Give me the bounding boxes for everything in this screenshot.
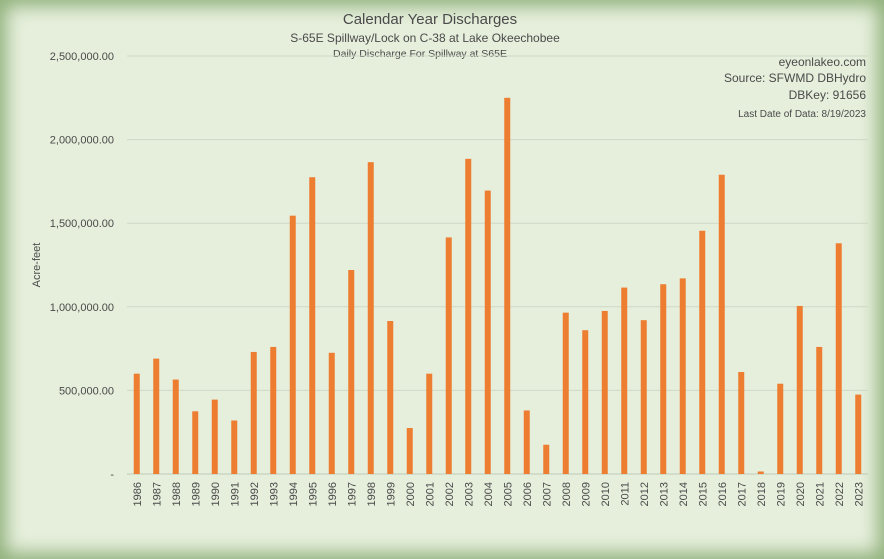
x-tick-label: 2006 (522, 482, 534, 506)
x-tick-label: 2013 (658, 482, 670, 506)
x-tick-label: 1987 (151, 482, 163, 506)
x-tick-label: 1986 (132, 482, 144, 506)
dbkey-annotation: DBKey: 91656 (789, 88, 867, 102)
x-tick-label: 2010 (600, 482, 612, 506)
y-axis-ticks: - 500,000.00 1,000,000.00 1,500,000.00 2,000… (50, 51, 115, 481)
y-tick-label: 2,500,000.00 (50, 51, 114, 63)
x-tick-label: 1992 (249, 482, 261, 506)
x-tick-label: 1993 (268, 482, 280, 506)
y-tick-label: 1,500,000.00 (50, 218, 114, 230)
bar-1990 (211, 399, 218, 474)
x-tick-label: 2005 (502, 482, 514, 506)
x-tick-label: 2008 (561, 482, 573, 506)
x-tick-label: 2012 (639, 482, 651, 506)
bar-1988 (172, 379, 179, 474)
bar-1997 (348, 270, 355, 474)
x-tick-label: 2007 (541, 482, 553, 506)
x-tick-label: 2022 (834, 482, 846, 506)
x-tick-label: 1991 (229, 482, 241, 506)
x-tick-label: 1995 (307, 482, 319, 506)
bar-2015 (699, 230, 706, 474)
bar-2021 (816, 346, 823, 474)
bar-1998 (367, 162, 374, 474)
bar-2017 (738, 372, 745, 474)
chart-subsubtitle: Daily Discharge For Spillway at S65E (333, 48, 507, 60)
bar-1994 (289, 215, 296, 474)
last-date-annotation: Last Date of Data: 8/19/2023 (738, 109, 866, 120)
chart-subtitle: S-65E Spillway/Lock on C-38 at Lake Okee… (290, 31, 560, 45)
y-tick-label: 500,000.00 (59, 385, 114, 397)
bar-2008 (562, 312, 569, 474)
chart-title: Calendar Year Discharges (343, 11, 517, 28)
bar-2014 (679, 278, 686, 474)
x-tick-label: 2023 (853, 482, 865, 506)
x-tick-label: 1994 (288, 482, 300, 506)
bar-2012 (640, 320, 647, 474)
x-tick-label: 1998 (366, 482, 378, 506)
x-tick-label: 2016 (717, 482, 729, 506)
bar-1999 (387, 321, 394, 474)
x-tick-label: 2009 (580, 482, 592, 506)
y-tick-label: 1,000,000.00 (50, 302, 114, 314)
bar-2003 (465, 158, 472, 474)
y-axis-label: Acre-feet (31, 243, 43, 288)
bar-2010 (601, 310, 608, 474)
x-tick-label: 2002 (444, 482, 456, 506)
x-tick-label: 2004 (483, 482, 495, 506)
y-tick-label: 2,000,000.00 (50, 135, 114, 147)
bar-2020 (796, 305, 803, 474)
x-tick-label: 1999 (385, 482, 397, 506)
x-tick-label: 2003 (463, 482, 475, 506)
bar-2022 (835, 243, 842, 474)
x-tick-label: 2019 (775, 482, 787, 506)
x-tick-label: 1990 (210, 482, 222, 506)
bar-2011 (621, 287, 628, 474)
bar-2005 (504, 97, 511, 475)
bar-1996 (328, 352, 335, 474)
x-tick-label: 2014 (678, 482, 690, 506)
x-axis-ticks: 1986 1987 1988 1989 1990 1991 1992 1993 1994 1995… (132, 482, 866, 506)
bar-1992 (250, 351, 257, 474)
bar-2002 (445, 237, 452, 474)
y-tick-label: - (110, 469, 114, 481)
x-tick-label: 2000 (405, 482, 417, 506)
x-tick-label: 1989 (190, 482, 202, 506)
bar-1993 (270, 346, 277, 474)
gridlines (127, 55, 868, 475)
x-tick-label: 2011 (619, 482, 631, 506)
x-tick-label: 2018 (756, 482, 768, 506)
x-tick-label: 2001 (424, 482, 436, 506)
bar-1987 (153, 358, 160, 474)
bars (133, 97, 862, 475)
bar-1989 (192, 411, 199, 474)
bar-1991 (231, 420, 238, 474)
bar-2000 (406, 428, 413, 474)
bar-2023 (855, 394, 862, 474)
bar-2009 (582, 330, 589, 474)
x-tick-label: 1988 (171, 482, 183, 506)
x-tick-label: 2020 (795, 482, 807, 506)
bar-2007 (543, 444, 550, 474)
x-tick-label: 2017 (736, 482, 748, 506)
x-tick-label: 1996 (327, 482, 339, 506)
x-tick-label: 1997 (346, 482, 358, 506)
bar-2016 (718, 174, 725, 474)
x-tick-label: 2021 (814, 482, 826, 506)
bar-1995 (309, 177, 316, 474)
site-annotation: eyeonlakeo.com (779, 55, 866, 69)
source-annotation: Source: SFWMD DBHydro (724, 71, 866, 85)
bar-2006 (523, 410, 530, 474)
bar-2004 (484, 190, 491, 474)
bar-2013 (660, 284, 667, 474)
bar-2019 (777, 383, 784, 474)
bar-2018 (757, 471, 764, 474)
bar-1986 (133, 373, 140, 474)
bar-2001 (426, 373, 433, 474)
x-tick-label: 2015 (697, 482, 709, 506)
